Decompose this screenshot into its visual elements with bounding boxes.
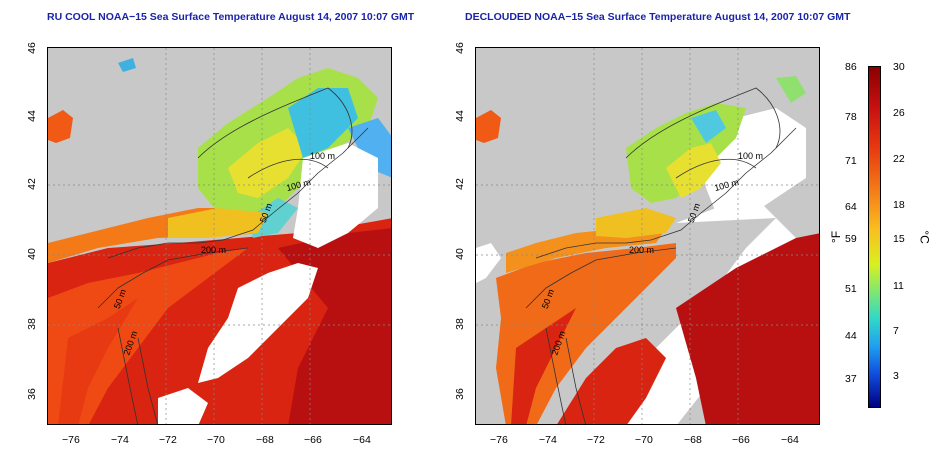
left-y-tick-44: 44	[26, 110, 38, 122]
left-contour-label-200: 200 m	[201, 245, 227, 255]
right-y-tick-36: 36	[454, 388, 466, 400]
right-contour-label-200: 200 m	[629, 245, 655, 255]
colorbar-c-11: 11	[893, 280, 904, 292]
right-x-tick-76: −76	[490, 434, 508, 446]
colorbar-c-7: 7	[893, 325, 899, 337]
left-y-tick-46: 46	[26, 42, 38, 54]
right-x-tick-74: −74	[539, 434, 557, 446]
right-x-tick-64: −64	[781, 434, 799, 446]
colorbar-fahrenheit-unit: °F	[829, 230, 844, 244]
right-y-tick-42: 42	[454, 178, 466, 190]
right-x-tick-72: −72	[587, 434, 605, 446]
colorbar-c-30: 30	[893, 61, 905, 73]
colorbar-c-26: 26	[893, 107, 905, 119]
colorbar-c-3: 3	[893, 370, 899, 382]
colorbar-c-15: 15	[893, 233, 905, 245]
left-map-title: RU COOL NOAA−15 Sea Surface Temperature …	[47, 11, 415, 23]
left-x-tick-70: −70	[207, 434, 225, 446]
left-x-tick-76: −76	[62, 434, 80, 446]
left-x-tick-64: −64	[353, 434, 371, 446]
left-x-tick-72: −72	[159, 434, 177, 446]
colorbar-celsius-unit: °C	[917, 230, 932, 244]
right-x-tick-68: −68	[684, 434, 702, 446]
colorbar-f-64: 64	[845, 201, 857, 213]
left-x-tick-68: −68	[256, 434, 274, 446]
colorbar-f-78: 78	[845, 111, 857, 123]
left-y-tick-40: 40	[26, 248, 38, 260]
colorbar-c-18: 18	[893, 199, 905, 211]
right-y-tick-46: 46	[454, 42, 466, 54]
left-contour-label-100a: 100 m	[310, 151, 336, 161]
colorbar-f-37: 37	[845, 373, 857, 385]
right-map-title: DECLOUDED NOAA−15 Sea Surface Temperatur…	[465, 11, 851, 23]
right-y-tick-44: 44	[454, 110, 466, 122]
left-sst-map: 100 m 100 m 50 m 200 m 50 m 200 m	[47, 47, 392, 425]
right-sst-map: 100 m 100 m 50 m 200 m 50 m 200 m	[475, 47, 820, 425]
colorbar-f-86: 86	[845, 61, 857, 73]
right-contour-label-100a: 100 m	[738, 151, 764, 161]
colorbar-f-44: 44	[845, 330, 857, 342]
temperature-colorbar	[868, 66, 881, 408]
colorbar-f-51: 51	[845, 283, 857, 295]
right-y-tick-38: 38	[454, 318, 466, 330]
right-x-tick-70: −70	[635, 434, 653, 446]
colorbar-c-22: 22	[893, 153, 905, 165]
right-x-tick-66: −66	[732, 434, 750, 446]
left-y-tick-38: 38	[26, 318, 38, 330]
colorbar-f-71: 71	[845, 155, 857, 167]
left-x-tick-74: −74	[111, 434, 129, 446]
right-sst-image	[476, 48, 819, 424]
left-y-tick-36: 36	[26, 388, 38, 400]
colorbar-f-59: 59	[845, 233, 857, 245]
right-y-tick-40: 40	[454, 248, 466, 260]
left-x-tick-66: −66	[304, 434, 322, 446]
left-y-tick-42: 42	[26, 178, 38, 190]
left-sst-image	[48, 48, 391, 424]
